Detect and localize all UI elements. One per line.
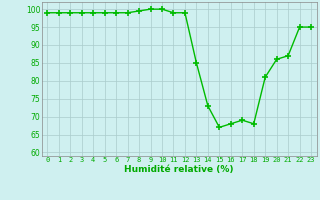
X-axis label: Humidité relative (%): Humidité relative (%)	[124, 165, 234, 174]
